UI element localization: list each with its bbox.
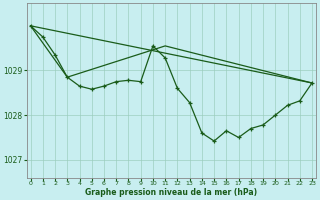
X-axis label: Graphe pression niveau de la mer (hPa): Graphe pression niveau de la mer (hPa) (85, 188, 257, 197)
